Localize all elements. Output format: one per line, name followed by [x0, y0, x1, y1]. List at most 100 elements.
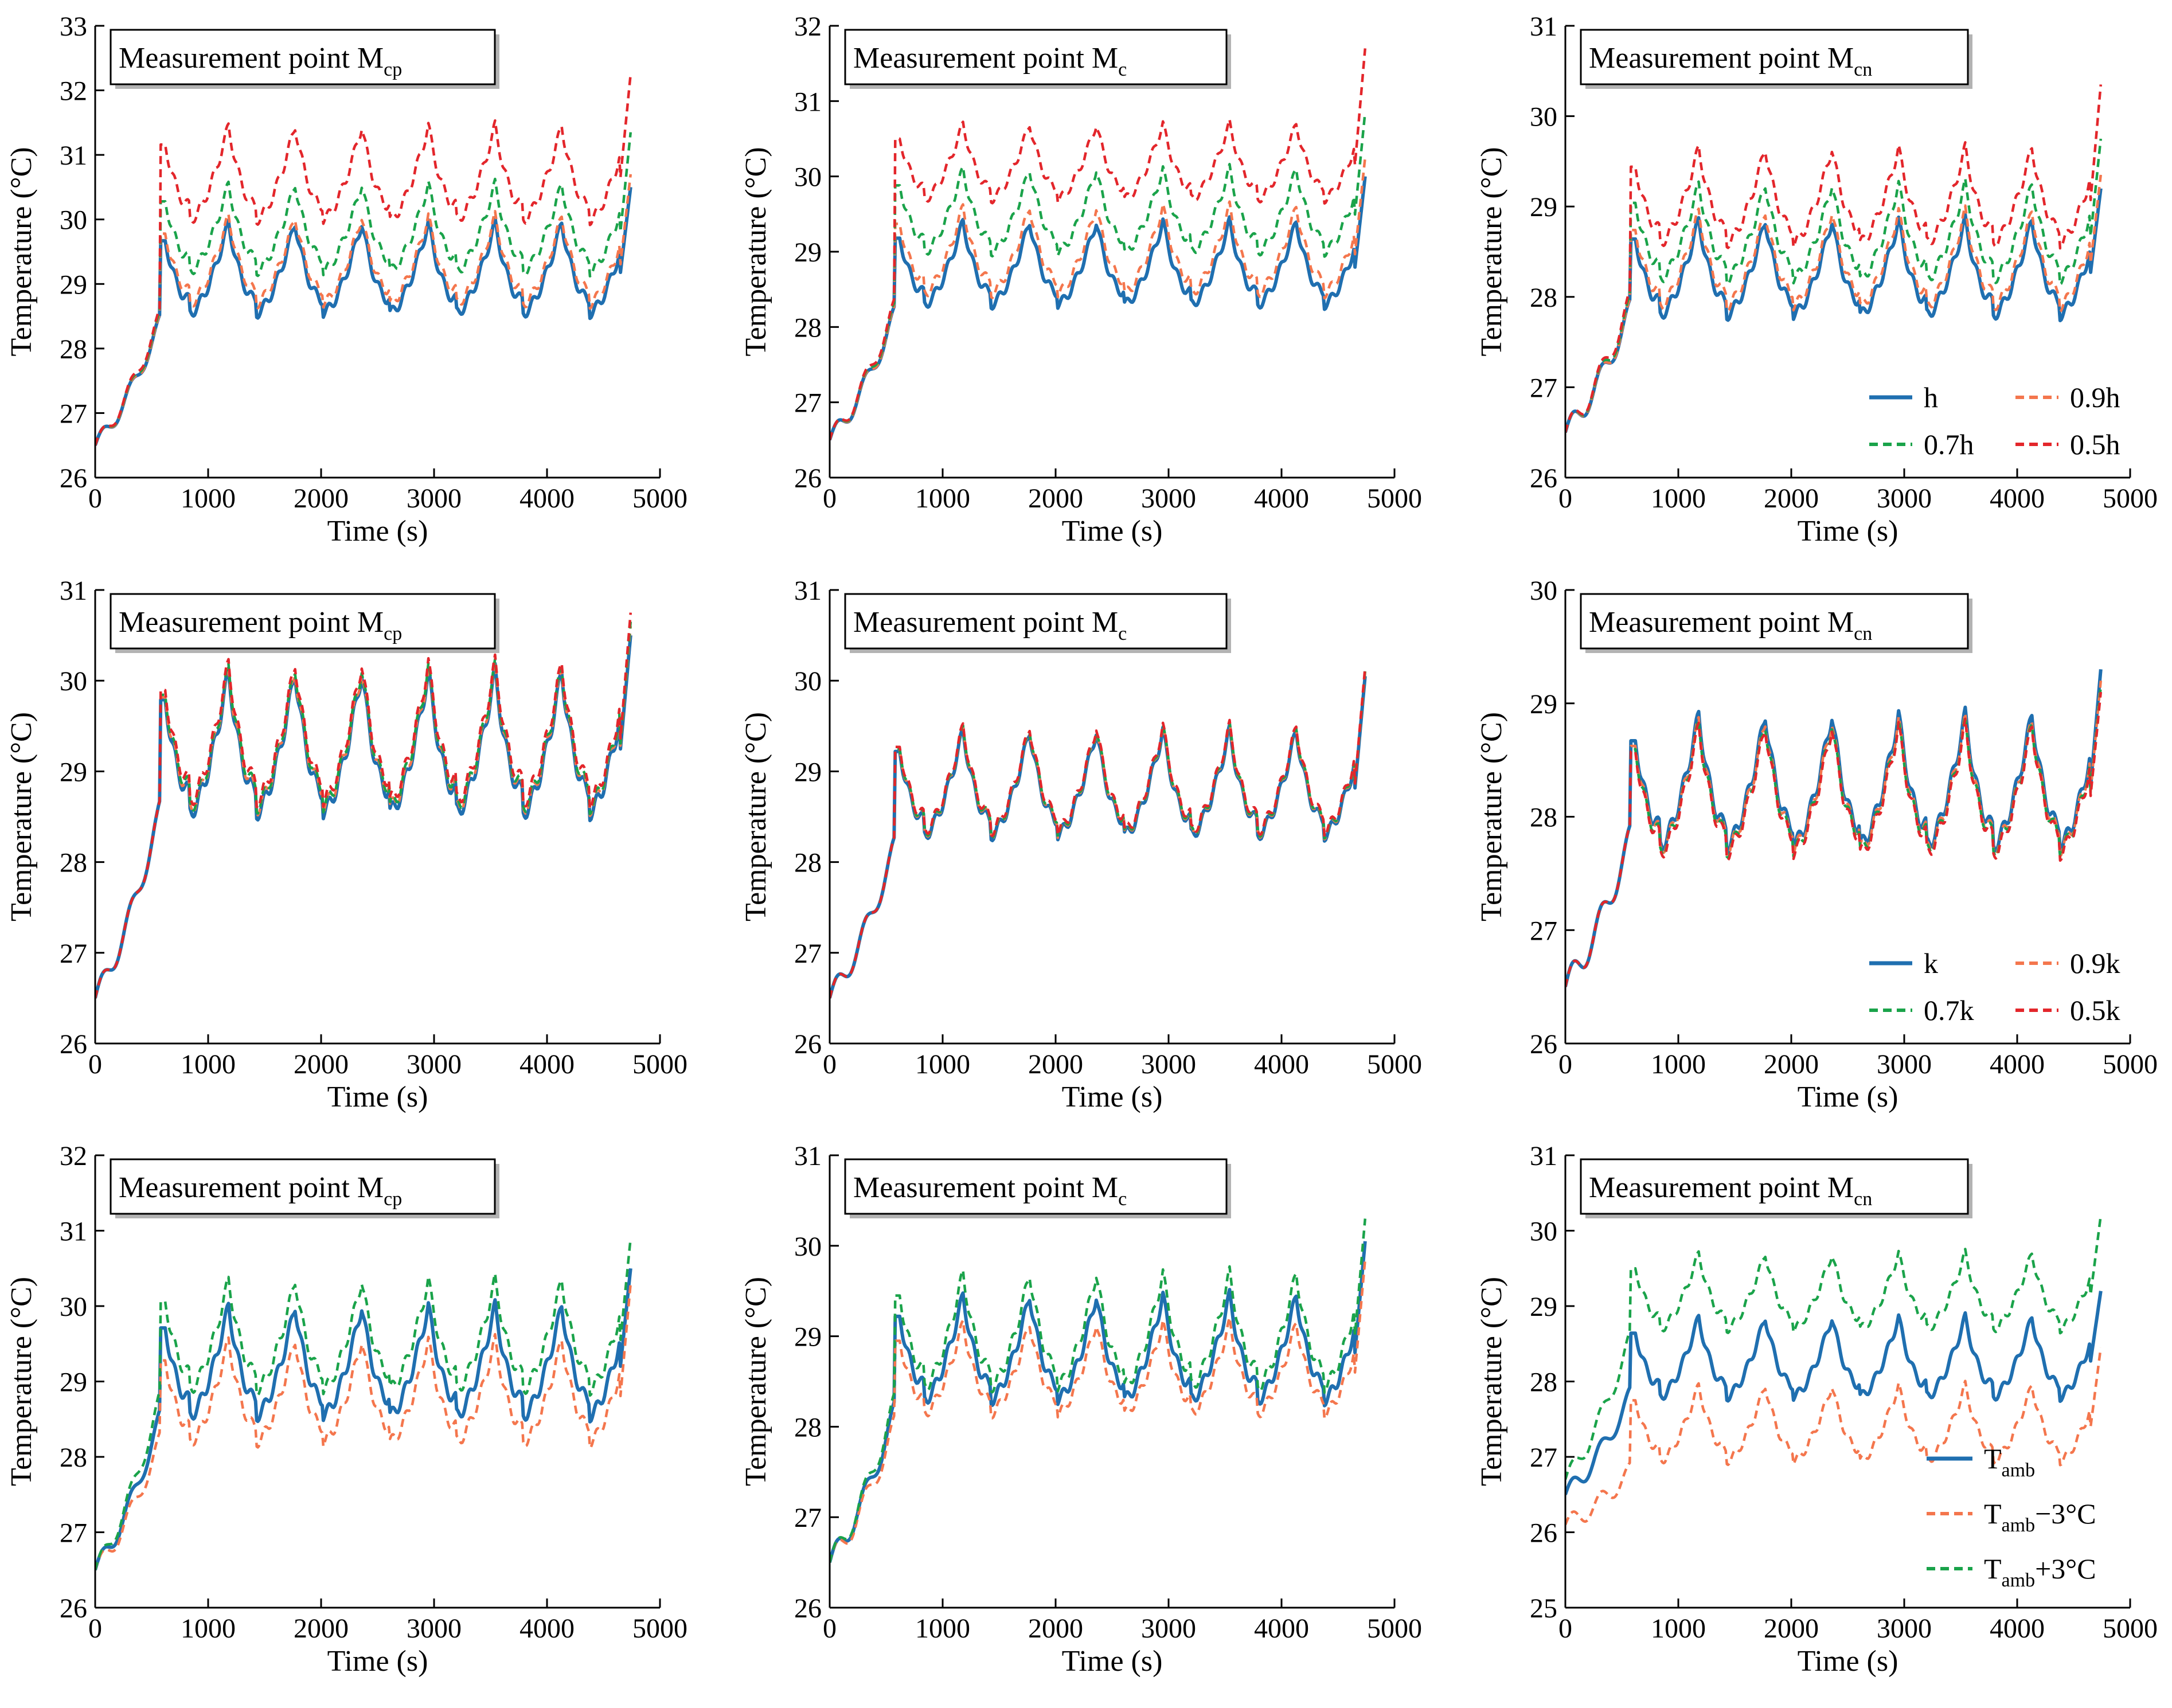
- x-tick-label: 1000: [1651, 1613, 1706, 1644]
- y-tick-label: 27: [60, 939, 87, 969]
- y-tick-label: 26: [60, 1593, 87, 1624]
- y-tick-label: 26: [794, 1593, 822, 1624]
- panel-title-sub: c: [1118, 623, 1127, 644]
- legend-label-main: T: [1984, 1443, 2002, 1475]
- x-tick-label: 2000: [1764, 483, 1819, 514]
- series-line-k: [1565, 669, 2103, 987]
- x-tick-label: 2000: [294, 1613, 349, 1644]
- x-tick-label: 5000: [632, 1049, 687, 1080]
- title-box: [844, 1158, 1228, 1215]
- series-line-h: [95, 187, 632, 446]
- series-line-k: [95, 635, 632, 999]
- panel-title-sub: cn: [1854, 1189, 1872, 1210]
- x-tick-label: 0: [1558, 483, 1572, 514]
- y-tick-label: 27: [60, 398, 87, 429]
- legend-label-main: T: [1984, 1553, 2002, 1585]
- chart-panel: 0 1000 2000 3000 4000 5000 26 27 28 29 30 31 32 Time …: [740, 11, 1422, 548]
- title-box: [110, 1158, 496, 1215]
- series-line-0.9h: [95, 174, 632, 446]
- y-tick-label: 27: [1530, 373, 1557, 403]
- y-tick-label: 30: [1530, 1217, 1557, 1247]
- x-axis-label: Time (s): [1798, 1645, 1898, 1678]
- chart-panel: 0 1000 2000 3000 4000 5000 26 27 28 29 30 31 32 33 Tim…: [5, 11, 687, 548]
- x-tick-label: 3000: [1141, 1049, 1196, 1080]
- series-line-0.5k: [830, 667, 1367, 999]
- y-tick-label: 28: [1530, 803, 1557, 833]
- x-axis-label: Time (s): [327, 1081, 428, 1113]
- panel-title-sub: c: [1118, 1189, 1127, 1210]
- series-line-tamb3c: [95, 1238, 632, 1570]
- x-tick-label: 0: [88, 1613, 102, 1644]
- x-tick-label: 0: [1558, 1049, 1572, 1080]
- panel-title-main: Measurement point M: [119, 606, 384, 639]
- title-box: [844, 593, 1228, 650]
- x-tick-label: 4000: [519, 1613, 575, 1644]
- panel-title-sub: cn: [1854, 59, 1872, 80]
- panel-title-sub: cp: [384, 59, 402, 80]
- y-tick-label: 30: [794, 666, 822, 697]
- series-line-h: [830, 176, 1367, 441]
- y-tick-label: 27: [794, 939, 822, 969]
- series-line-0.7h: [830, 112, 1367, 440]
- x-tick-label: 1000: [181, 1613, 236, 1644]
- y-tick-label: 30: [794, 1232, 822, 1262]
- series-line-0.9h: [830, 157, 1367, 440]
- y-tick-label: 28: [60, 1443, 87, 1473]
- x-tick-label: 3000: [407, 1049, 462, 1080]
- panel-title-main: Measurement point M: [1589, 1171, 1854, 1204]
- x-axis-label: Time (s): [327, 515, 428, 548]
- y-tick-label: 33: [60, 11, 87, 42]
- series-line-tamb3c: [830, 1259, 1367, 1563]
- x-tick-label: 1000: [915, 483, 970, 514]
- legend-label-sub: amb: [2002, 1570, 2036, 1591]
- x-tick-label: 2000: [1028, 1049, 1083, 1080]
- x-tick-label: 0: [88, 483, 102, 514]
- y-tick-label: 27: [1530, 1443, 1557, 1473]
- series-line-0.9k: [830, 671, 1367, 999]
- series-line-0.7h: [1565, 138, 2103, 433]
- x-tick-label: 5000: [1367, 1613, 1422, 1644]
- y-tick-label: 30: [60, 666, 87, 697]
- x-axis-label: Time (s): [327, 1645, 428, 1678]
- x-tick-label: 1000: [915, 1613, 970, 1644]
- y-axis-label: Temperature (°C): [740, 1277, 772, 1486]
- panel-title: Measurement point Mcp: [119, 1171, 402, 1210]
- series-line-0.5h: [1565, 84, 2103, 433]
- title-box: [1580, 1158, 1969, 1215]
- legend-label-suffix: +3°C: [2035, 1553, 2096, 1585]
- y-tick-label: 29: [60, 269, 87, 300]
- y-tick-label: 31: [1530, 11, 1557, 42]
- series-line-0.7h: [95, 132, 632, 446]
- y-tick-label: 32: [794, 11, 822, 42]
- x-tick-label: 3000: [1877, 483, 1932, 514]
- x-tick-label: 2000: [1764, 1613, 1819, 1644]
- x-tick-label: 5000: [1367, 483, 1422, 514]
- legend-label: 0.5h: [2070, 428, 2120, 460]
- y-axis-label: Temperature (°C): [740, 147, 772, 356]
- series-line-tamb: [95, 1268, 632, 1571]
- legend-label: 0.7k: [1924, 994, 1974, 1026]
- panel-title: Measurement point Mc: [853, 42, 1127, 80]
- panel-title-main: Measurement point M: [119, 42, 384, 75]
- y-axis-label: Temperature (°C): [1475, 1277, 1508, 1486]
- y-tick-label: 30: [1530, 102, 1557, 132]
- panel-title-main: Measurement point M: [1589, 606, 1854, 639]
- series-line-0.5k: [95, 612, 632, 999]
- y-axis-label: Temperature (°C): [5, 712, 38, 921]
- y-tick-label: 28: [794, 312, 822, 343]
- title-box: [844, 29, 1228, 85]
- series-line-0.7k: [95, 622, 632, 999]
- legend-label: Tamb−3°C: [1984, 1498, 2096, 1536]
- x-tick-label: 0: [823, 483, 837, 514]
- y-tick-label: 27: [794, 388, 822, 419]
- y-tick-label: 32: [60, 1141, 87, 1171]
- y-tick-label: 30: [794, 162, 822, 193]
- x-tick-label: 1000: [181, 1049, 236, 1080]
- chart-panel: 0 1000 2000 3000 4000 5000 26 27 28 29 30 31 32 Time …: [5, 1141, 687, 1678]
- y-tick-label: 29: [1530, 689, 1557, 720]
- y-axis-label: Temperature (°C): [5, 147, 38, 356]
- x-tick-label: 2000: [294, 1049, 349, 1080]
- y-tick-label: 26: [1530, 463, 1557, 494]
- x-tick-label: 5000: [632, 1613, 687, 1644]
